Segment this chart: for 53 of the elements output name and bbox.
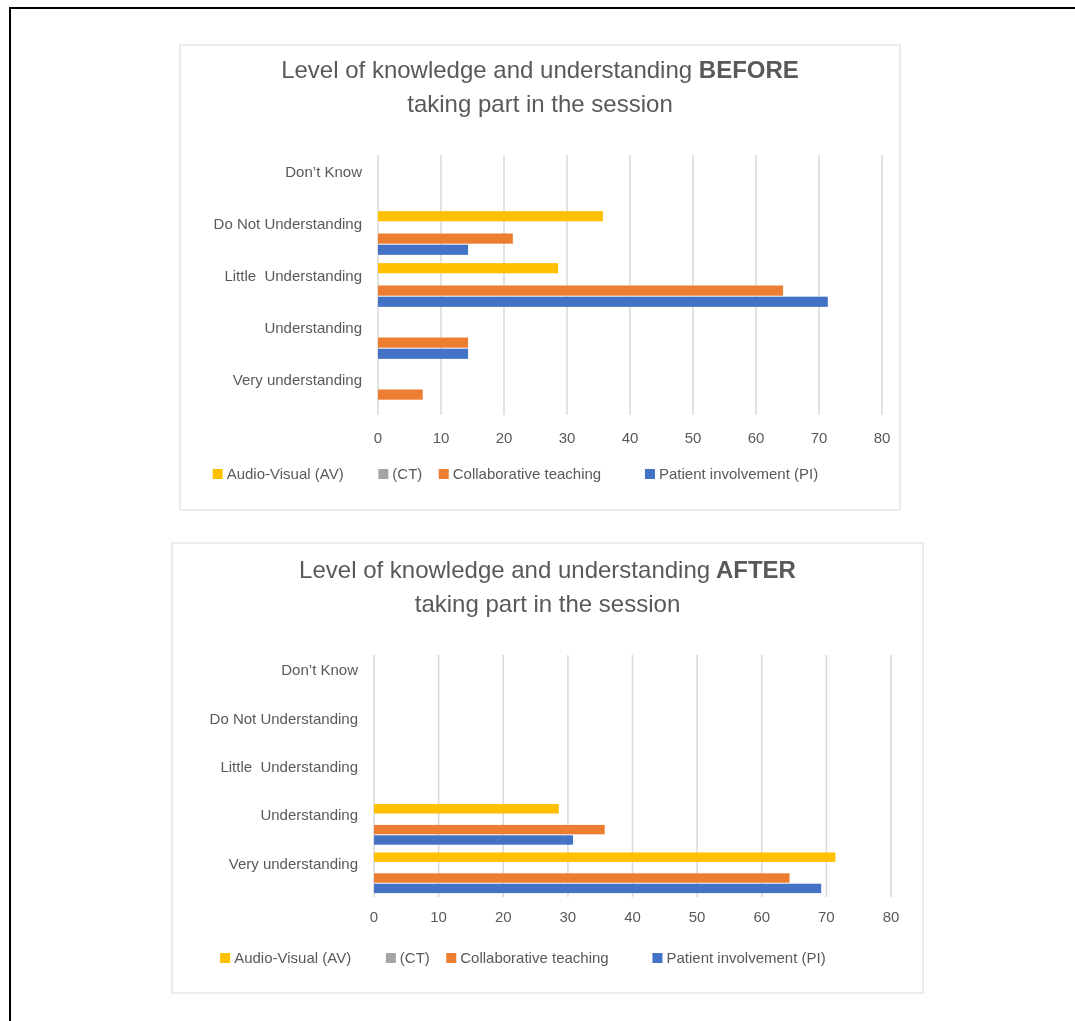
y-tick-label: Little Understanding: [220, 758, 358, 775]
legend-label: Audio-Visual (AV): [234, 949, 352, 966]
y-tick-label: Little Understanding: [224, 267, 362, 284]
bar: [374, 824, 605, 835]
y-tick-label: Don’t Know: [281, 661, 359, 679]
legend-label: (CT): [392, 465, 423, 482]
bar: [378, 337, 469, 348]
x-tick-label: 20: [494, 908, 512, 925]
y-tick-label: Understanding: [264, 319, 362, 336]
x-tick-label: 80: [873, 429, 891, 446]
y-tick-label: Very understanding: [228, 854, 358, 872]
x-tick-label: 70: [818, 908, 835, 925]
x-tick-label: 30: [559, 908, 577, 925]
y-tick-label: Don’t Know: [285, 163, 363, 180]
bar: [378, 211, 603, 222]
bar: [378, 233, 513, 244]
chart-title: Level of knowledge and understanding AFTER taking part in the session: [299, 556, 796, 617]
bar: [378, 348, 469, 359]
x-tick-label: 50: [688, 908, 706, 925]
y-tick-label: Understanding: [260, 806, 358, 824]
x-tick-label: 70: [810, 429, 828, 446]
x-tick-label: 0: [369, 908, 379, 925]
bar: [378, 296, 828, 307]
x-tick-label: 80: [882, 908, 900, 925]
x-tick-label: 20: [495, 429, 513, 446]
bar: [374, 852, 836, 862]
x-tick-label: 60: [747, 429, 765, 446]
y-tick-label: Do Not Understanding: [213, 215, 362, 232]
x-tick-label: 40: [621, 429, 639, 446]
bar: [374, 873, 790, 883]
x-tick-label: 50: [684, 429, 702, 446]
chart-title: Level of knowledge and understanding BEFORE taking part in the session: [281, 56, 799, 117]
x-tick-label: 10: [430, 908, 447, 925]
legend-label: Collaborative teaching: [460, 949, 609, 966]
x-tick-label: 60: [753, 908, 771, 925]
x-tick-label: 30: [558, 429, 576, 446]
x-tick-label: 0: [373, 429, 383, 446]
legend-label: Patient involvement (PI): [666, 949, 826, 966]
y-tick-label: Very understanding: [232, 371, 362, 388]
legend-label: Patient involvement (PI): [658, 465, 819, 482]
x-tick-label: 10: [432, 429, 450, 446]
legend-label: Collaborative teaching: [452, 465, 602, 482]
legend-label: (CT): [399, 949, 430, 966]
bar: [374, 835, 574, 845]
bar: [378, 285, 784, 296]
bar: [378, 263, 559, 274]
bar: [374, 883, 822, 894]
legend-label: Audio-Visual (AV): [226, 465, 344, 482]
bar: [374, 804, 559, 814]
x-tick-label: 40: [624, 908, 641, 925]
bar: [378, 389, 423, 400]
bar: [378, 244, 469, 255]
y-tick-label: Do Not Understanding: [209, 709, 358, 727]
